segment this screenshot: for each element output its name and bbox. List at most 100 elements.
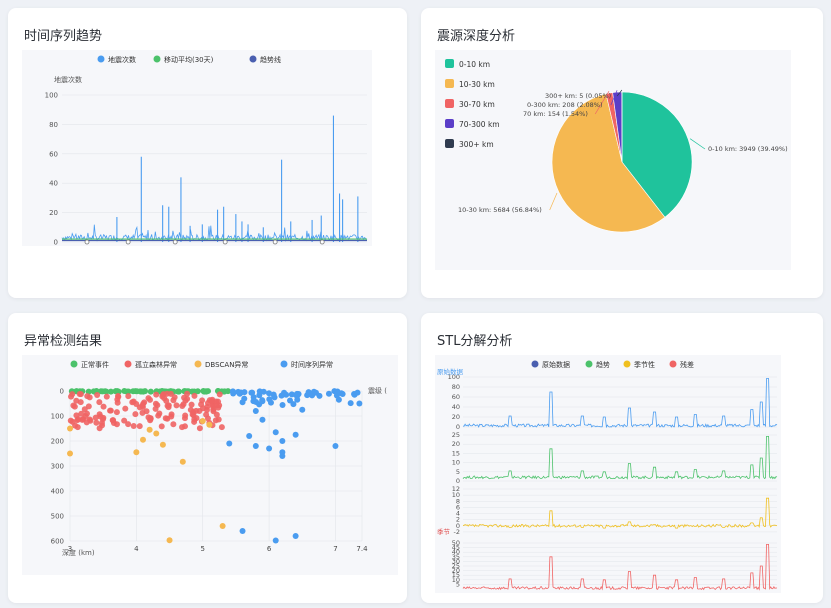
scatter-point-isolation xyxy=(153,391,160,398)
y-tick-label: 100 xyxy=(51,413,64,421)
pie-label-line xyxy=(616,89,623,97)
scatter-point-normal xyxy=(112,388,119,395)
scatter-point-timeseries xyxy=(272,537,279,544)
y-tick-label: 0 xyxy=(456,423,460,431)
scatter-point-normal xyxy=(102,388,109,395)
y-tick-label: 60 xyxy=(49,150,58,158)
scatter-point-isolation xyxy=(162,415,169,422)
scatter-point-timeseries xyxy=(256,392,263,399)
scatter-point-timeseries xyxy=(351,391,358,398)
y-tick-label: 20 xyxy=(452,567,460,575)
scatter-point-timeseries xyxy=(266,445,273,452)
legend-marker xyxy=(585,360,593,368)
scatter-point-timeseries xyxy=(266,396,273,403)
legend-swatch xyxy=(445,119,454,128)
y-tick-label: 100 xyxy=(45,92,58,100)
scatter-point-isolation xyxy=(74,417,81,424)
stl-series-line xyxy=(462,497,778,529)
scatter-point-isolation xyxy=(100,414,107,421)
legend-label: 10-30 km xyxy=(459,80,495,89)
scatter-point-isolation xyxy=(158,423,165,430)
scatter-point-timeseries xyxy=(236,390,243,397)
scatter-point-isolation xyxy=(70,402,77,409)
scatter-point-isolation xyxy=(93,419,100,426)
scatter-point-isolation xyxy=(147,415,154,422)
scatter-point-isolation xyxy=(96,399,103,406)
legend-label: 趋势 xyxy=(596,360,610,369)
scatter-point-isolation xyxy=(114,399,121,406)
anomaly-title: 异常检测结果 xyxy=(24,334,103,349)
scatter-point-isolation xyxy=(139,409,146,416)
depth-title: 震源深度分析 xyxy=(437,29,516,44)
legend-marker xyxy=(280,360,288,368)
y-tick-label: 200 xyxy=(51,438,64,446)
time-series-chart: 地震次数移动平均(30天)趋势线地震次数0204060801002009-09-… xyxy=(40,55,368,254)
legend-marker xyxy=(97,55,105,63)
axis-marker xyxy=(125,239,131,245)
y-tick-label: 80 xyxy=(452,383,460,391)
stl-series-line xyxy=(462,378,778,429)
scatter-point-isolation xyxy=(81,406,88,413)
scatter-point-isolation xyxy=(171,394,178,401)
scatter-point-timeseries xyxy=(335,396,342,403)
scatter-point-isolation xyxy=(94,391,101,398)
scatter-point-timeseries xyxy=(260,388,267,395)
scatter-point-timeseries xyxy=(325,390,332,397)
scatter-point-dbscan xyxy=(153,430,160,437)
scatter-point-dbscan xyxy=(133,449,140,456)
legend-label: 季节性 xyxy=(634,360,655,369)
y-tick-label: 30 xyxy=(452,557,460,565)
scatter-point-timeseries xyxy=(259,398,266,405)
legend-label: 0-10 km xyxy=(459,60,490,69)
scatter-point-timeseries xyxy=(356,400,363,407)
axis-marker xyxy=(172,239,178,245)
scatter-point-isolation xyxy=(182,412,189,419)
scatter-point-isolation xyxy=(136,423,143,430)
y-tick-label: 25 xyxy=(452,562,460,570)
scatter-point-isolation xyxy=(125,393,132,400)
legend-marker xyxy=(249,55,257,63)
y-tick-label: 4 xyxy=(456,510,460,518)
scatter-point-isolation xyxy=(100,403,107,410)
scatter-point-normal xyxy=(107,388,114,395)
legend-label: 30-70 km xyxy=(459,100,495,109)
scatter-point-isolation xyxy=(122,405,129,412)
y-axis-title: 地震次数 xyxy=(54,75,82,84)
scatter-point-isolation xyxy=(92,414,99,421)
legend-label: DBSCAN异常 xyxy=(205,360,248,369)
pie-label-line xyxy=(594,91,610,115)
scatter-point-timeseries xyxy=(299,406,306,413)
y-tick-label: 40 xyxy=(49,180,58,188)
scatter-point-timeseries xyxy=(253,398,260,405)
legend-marker xyxy=(623,360,631,368)
y-tick-label: 10 xyxy=(452,459,460,467)
y-tick-label: 15 xyxy=(452,449,460,457)
legend-marker xyxy=(194,360,202,368)
scatter-point-timeseries xyxy=(334,388,341,395)
panel-label: 季节 xyxy=(437,527,451,536)
scatter-point-isolation xyxy=(145,395,152,402)
legend-marker xyxy=(70,360,78,368)
scatter-point-isolation xyxy=(218,424,225,431)
scatter-point-isolation xyxy=(170,421,177,428)
scatter-point-timeseries xyxy=(252,443,259,449)
scatter-point-dbscan xyxy=(67,425,73,432)
depth-card: 震源深度分析 0-10 km 10-30 km 30-70 km 70-300 km 3… xyxy=(421,8,823,298)
scatter-point-timeseries xyxy=(306,389,313,396)
scatter-point-timeseries xyxy=(272,429,279,436)
y-tick-label: 60 xyxy=(452,393,460,401)
time-series-title: 时间序列趋势 xyxy=(24,29,103,44)
y-tick-label: 0 xyxy=(54,239,58,247)
legend-swatch xyxy=(445,59,454,68)
scatter-point-timeseries xyxy=(347,400,354,407)
scatter-point-isolation xyxy=(96,411,103,418)
x-tick-label: 4 xyxy=(134,545,139,553)
legend-label: 移动平均(30天) xyxy=(164,55,214,64)
axis-marker xyxy=(272,239,278,245)
scatter-point-timeseries xyxy=(271,394,278,401)
axis-marker xyxy=(84,239,90,245)
pie-slice-label: 300+ km: 5 (0.05%) xyxy=(545,92,611,100)
scatter-point-isolation xyxy=(139,402,146,409)
scatter-point-isolation xyxy=(164,402,171,409)
scatter-point-dbscan xyxy=(140,436,146,443)
